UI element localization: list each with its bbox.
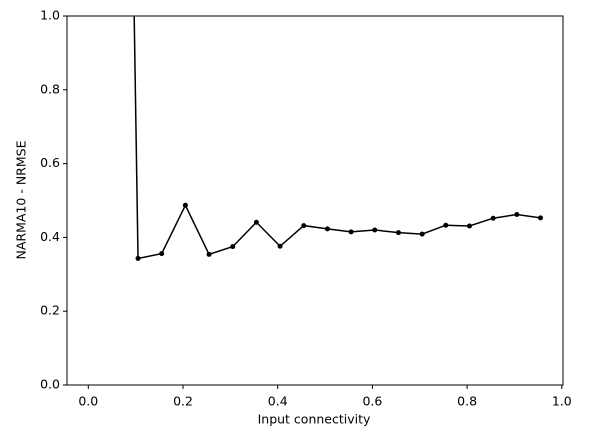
point — [135, 255, 141, 261]
x-tick-label: 1.0 — [552, 394, 572, 409]
y-tick-label: 0.0 — [40, 377, 60, 392]
point — [182, 202, 188, 208]
point — [395, 230, 401, 236]
plot-area — [133, 16, 544, 261]
y-tick-label: 1.0 — [40, 8, 60, 23]
y-axis-label: NARMA10 - NRMSE — [14, 140, 29, 259]
x-axis-label: Input connectivity — [258, 412, 371, 427]
point — [301, 223, 307, 229]
x-tick-label: 0.4 — [268, 394, 288, 409]
point — [230, 244, 236, 250]
plot-frame — [66, 15, 564, 386]
point — [159, 251, 165, 257]
x-tick-label: 0.6 — [362, 394, 382, 409]
point — [490, 215, 496, 221]
y-tick-label: 0.6 — [40, 155, 60, 170]
point — [419, 231, 425, 237]
point — [277, 243, 283, 249]
x-tick-label: 0.2 — [173, 394, 193, 409]
point — [348, 229, 354, 235]
x-tick-label: 0.0 — [78, 394, 98, 409]
point — [206, 251, 212, 257]
point — [372, 227, 378, 233]
y-tick-label: 0.4 — [40, 229, 60, 244]
y-tick-label: 0.8 — [40, 81, 60, 96]
y-tick-label: 0.2 — [40, 303, 60, 318]
point — [466, 223, 472, 229]
point — [443, 222, 449, 228]
point — [538, 215, 544, 221]
x-tick-label: 0.8 — [457, 394, 477, 409]
point — [324, 226, 330, 232]
point — [253, 219, 259, 225]
point — [514, 212, 520, 218]
